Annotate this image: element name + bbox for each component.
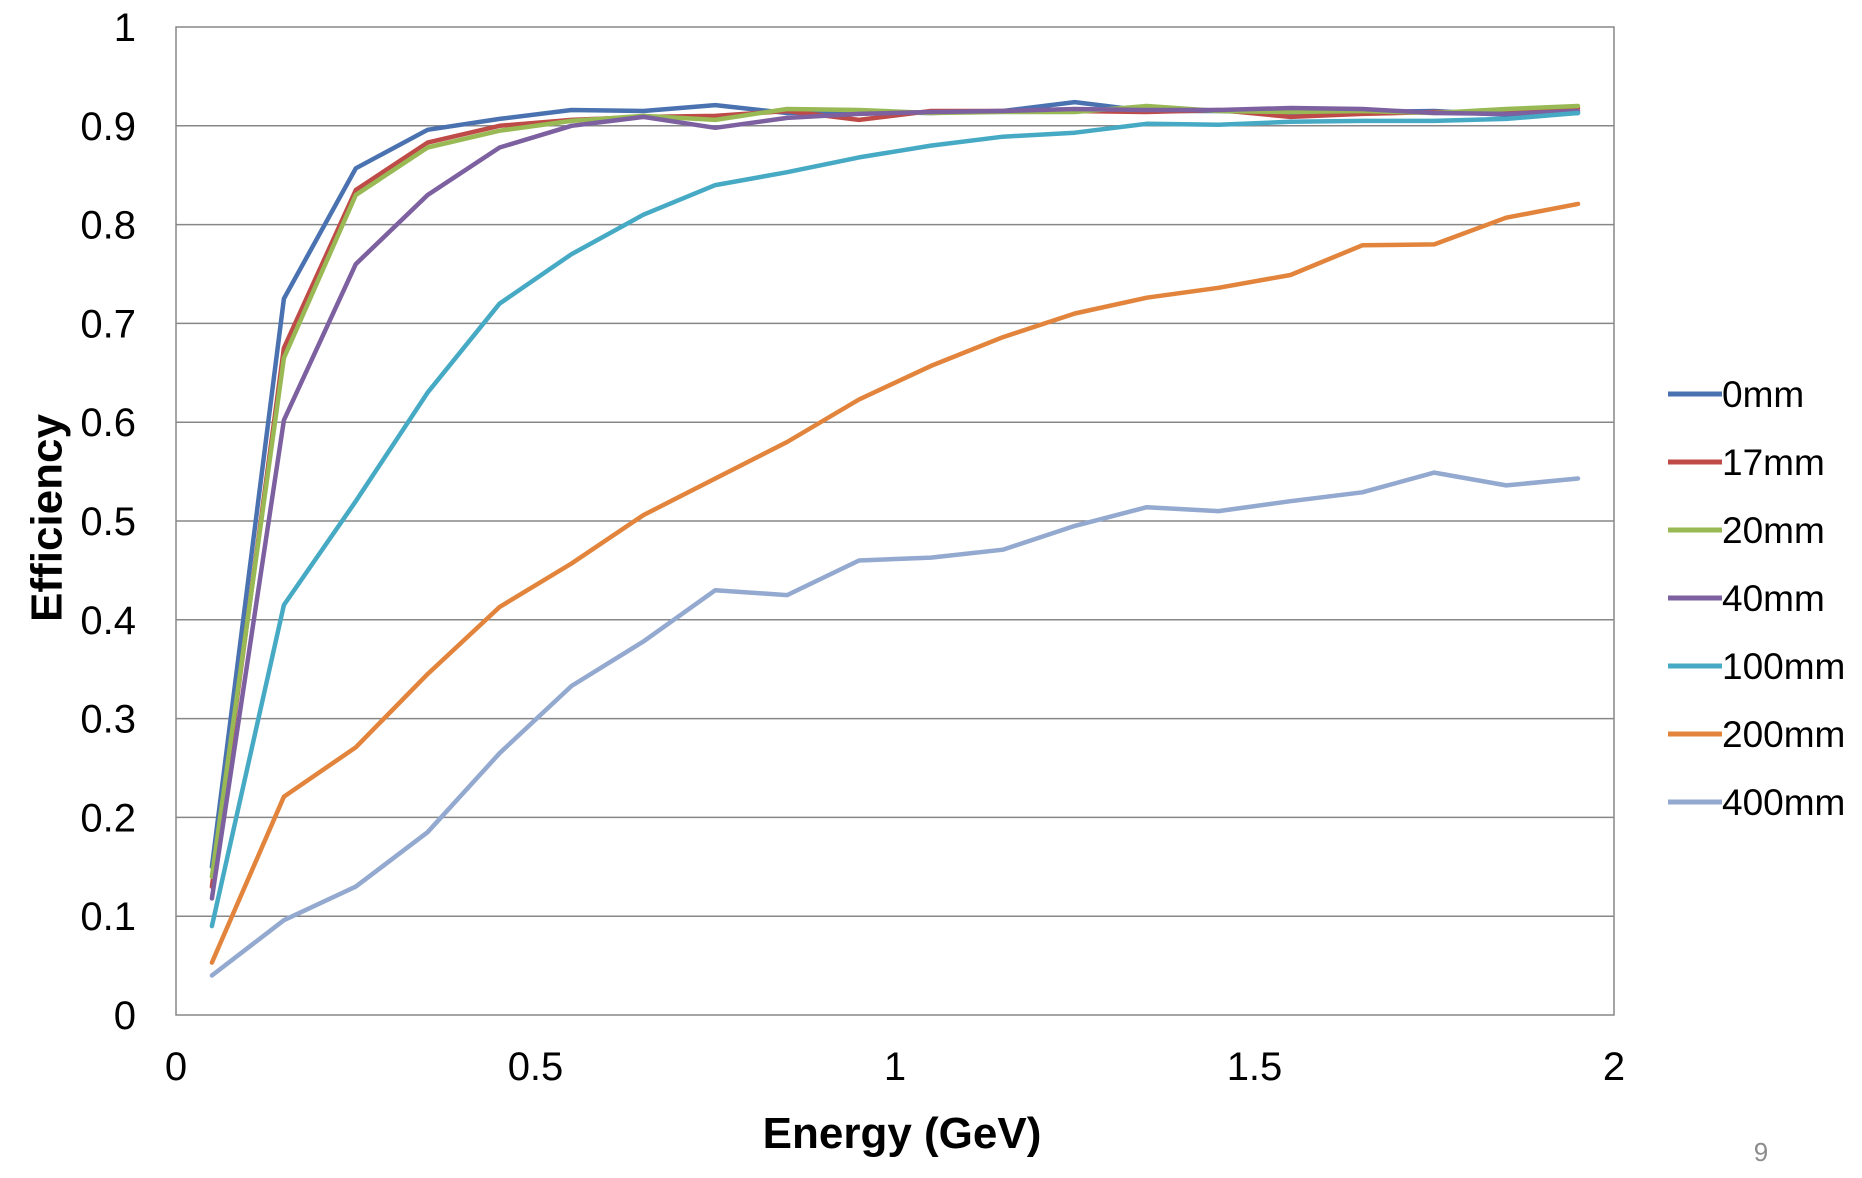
legend-label-200mm: 200mm: [1722, 714, 1845, 755]
y-tick-label: 1: [114, 6, 136, 50]
y-tick-label: 0.2: [80, 796, 136, 840]
legend-label-100mm: 100mm: [1722, 646, 1845, 687]
y-tick-label: 0.3: [80, 698, 136, 742]
series-line-400mm: [209, 470, 1581, 978]
slide-page-number: 9: [1754, 1137, 1768, 1167]
y-tick-label: 0.6: [80, 401, 136, 445]
x-tick-label: 1.5: [1227, 1045, 1283, 1089]
series-line-200mm: [209, 201, 1581, 965]
y-tick-label: 0.4: [80, 599, 136, 643]
x-axis-ticks: 0 0.5 1 1.5 2: [165, 1045, 1625, 1089]
legend-label-20mm: 20mm: [1722, 510, 1825, 551]
legend-label-40mm: 40mm: [1722, 578, 1825, 619]
y-tick-label: 0.9: [80, 105, 136, 149]
series-line-0mm: [209, 99, 1581, 870]
series-line-17mm: [209, 105, 1581, 889]
legend: 0mm 17mm 20mm 40mm 100mm 200mm 400mm: [1668, 374, 1845, 823]
x-tick-label: 1: [884, 1045, 906, 1089]
legend-label-17mm: 17mm: [1722, 442, 1825, 483]
x-tick-label: 0.5: [508, 1045, 564, 1089]
legend-label-0mm: 0mm: [1722, 374, 1804, 415]
x-tick-label: 0: [165, 1045, 187, 1089]
y-axis-ticks: 0 0.1 0.2 0.3 0.4 0.5 0.6 0.7 0.8 0.9 1: [80, 6, 136, 1038]
series-line-40mm: [209, 105, 1581, 901]
y-axis-title: Efficiency: [22, 414, 71, 622]
y-tick-label: 0.5: [80, 500, 136, 544]
x-tick-label: 2: [1603, 1045, 1625, 1089]
y-tick-label: 0: [114, 994, 136, 1038]
gridlines: [176, 125, 1614, 917]
series-lines: [209, 99, 1581, 978]
plot-area-frame: [175, 26, 1615, 1016]
y-tick-label: 0.8: [80, 204, 136, 248]
legend-label-400mm: 400mm: [1722, 782, 1845, 823]
y-tick-label: 0.7: [80, 302, 136, 346]
y-tick-label: 0.1: [80, 895, 136, 939]
x-axis-title: Energy (GeV): [763, 1109, 1042, 1158]
series-line-100mm: [209, 110, 1581, 929]
